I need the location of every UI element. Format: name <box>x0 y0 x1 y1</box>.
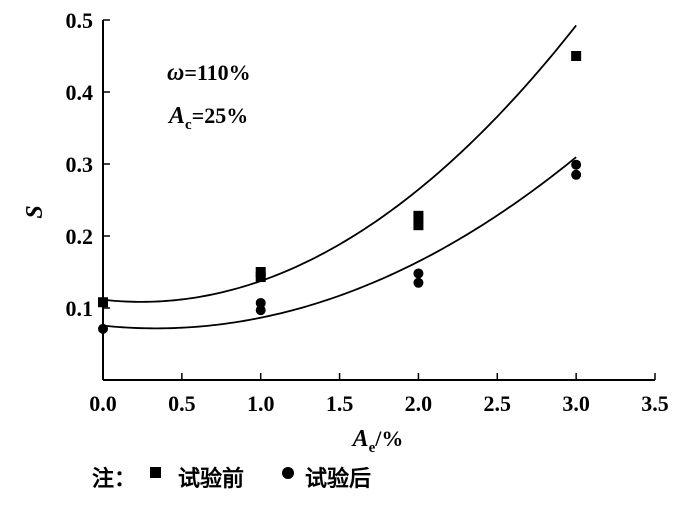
legend-item-after: 试验后 <box>305 466 371 492</box>
x-tick-label: 0.5 <box>168 391 196 416</box>
x-axis-label: Ae/% <box>351 426 404 456</box>
data-point-circle <box>413 277 424 288</box>
x-tick-label: 3.5 <box>641 391 669 416</box>
y-tick-label: 0.3 <box>66 152 94 177</box>
legend-square-marker <box>150 467 161 478</box>
data-point-square <box>255 272 266 283</box>
legend-prefix: 注： <box>92 466 136 492</box>
data-point-square <box>98 297 108 308</box>
annotation-ac: Ac=25% <box>167 103 248 133</box>
data-point-circle <box>255 297 266 308</box>
data-point-circle <box>571 159 582 170</box>
data-point-square <box>413 220 424 231</box>
x-tick-label: 0.0 <box>89 391 117 416</box>
legend-item-before: 试验前 <box>178 466 244 492</box>
legend-circle-marker <box>282 467 294 479</box>
annotation-omega: ω=110% <box>167 60 251 86</box>
axes: 0.0 0.5 1.0 1.5 2.0 2.5 3.0 3.5 0.1 0.2 0.3 0.4 0.5 <box>66 8 669 416</box>
data-point-circle <box>571 169 582 180</box>
data-point-circle <box>98 323 108 334</box>
x-tick-label: 2.0 <box>405 391 433 416</box>
data-point-square <box>571 51 582 61</box>
x-tick-label: 1.5 <box>326 391 354 416</box>
y-tick-label: 0.1 <box>66 296 94 321</box>
x-tick-label: 3.0 <box>562 391 590 416</box>
data-point-square <box>413 210 424 221</box>
y-axis-label: S <box>22 205 48 218</box>
fit-curve-after <box>102 156 577 330</box>
x-tick-label: 1.0 <box>247 391 275 416</box>
legend: 注： 试验前 试验后 <box>92 466 371 492</box>
y-tick-label: 0.5 <box>66 8 94 33</box>
data-point-square <box>255 267 266 277</box>
data-markers <box>98 51 582 334</box>
data-point-circle <box>413 268 424 279</box>
y-tick-label: 0.2 <box>66 224 94 249</box>
fit-curves <box>102 24 577 330</box>
y-tick-label: 0.4 <box>66 80 94 105</box>
fit-curve-before <box>102 24 577 303</box>
data-point-circle <box>255 305 266 316</box>
x-tick-label: 2.5 <box>484 391 512 416</box>
